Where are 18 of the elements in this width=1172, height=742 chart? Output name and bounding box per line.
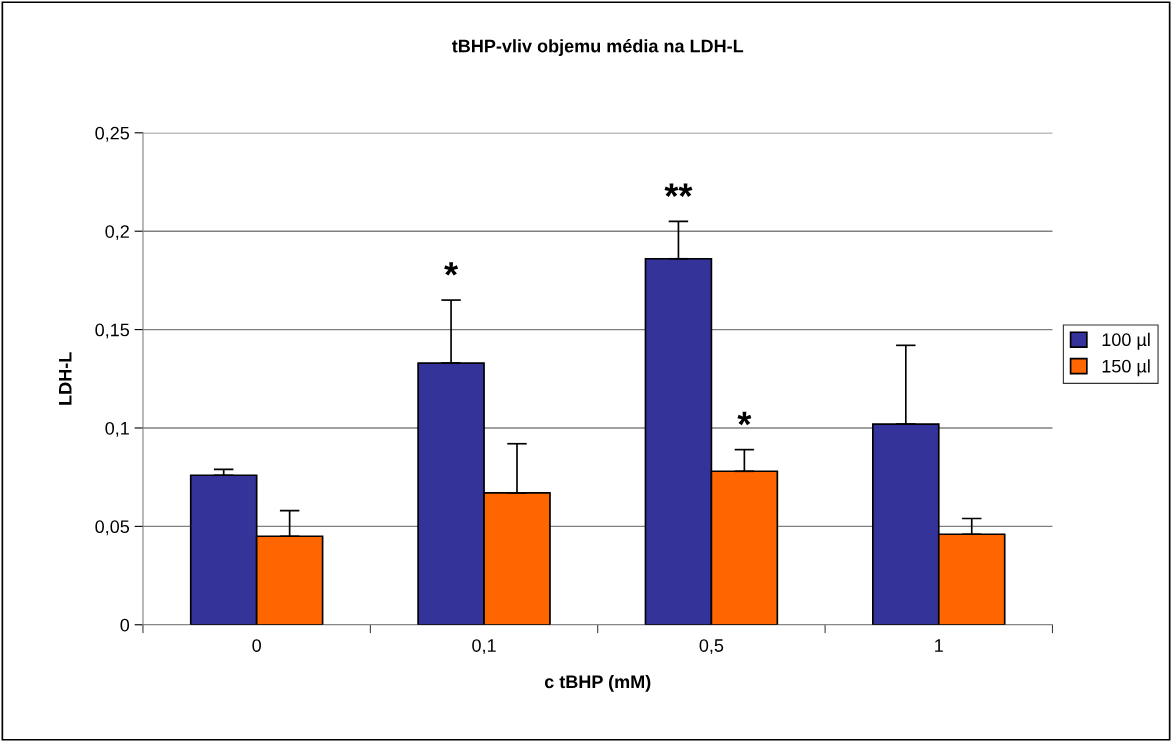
x-tick-label: 0 [252, 639, 261, 652]
y-tick-label: 0 [120, 618, 130, 632]
annotation: * [737, 411, 752, 426]
annotation: ** [664, 183, 693, 197]
y-axis-title: LDH-L [59, 352, 72, 405]
x-axis-title: c tBHP (mM) [544, 674, 651, 692]
y-tick-label: 0,15 [95, 323, 130, 339]
y-tick-label: 0,1 [105, 421, 129, 437]
annotation: * [444, 262, 459, 276]
x-tick-label: 1 [935, 639, 943, 652]
legend-label: 100 µl [1102, 332, 1150, 350]
y-tick-label: 0,25 [95, 126, 130, 142]
y-tick-label: 0,05 [95, 520, 130, 536]
x-tick-label: 0,1 [472, 639, 496, 655]
legend-label: 150 µl [1102, 359, 1150, 377]
x-tick-label: 0,5 [699, 639, 724, 655]
y-tick-label: 0,2 [105, 225, 129, 241]
chart-title: tBHP-vliv objemu média na LDH-L [451, 39, 744, 57]
